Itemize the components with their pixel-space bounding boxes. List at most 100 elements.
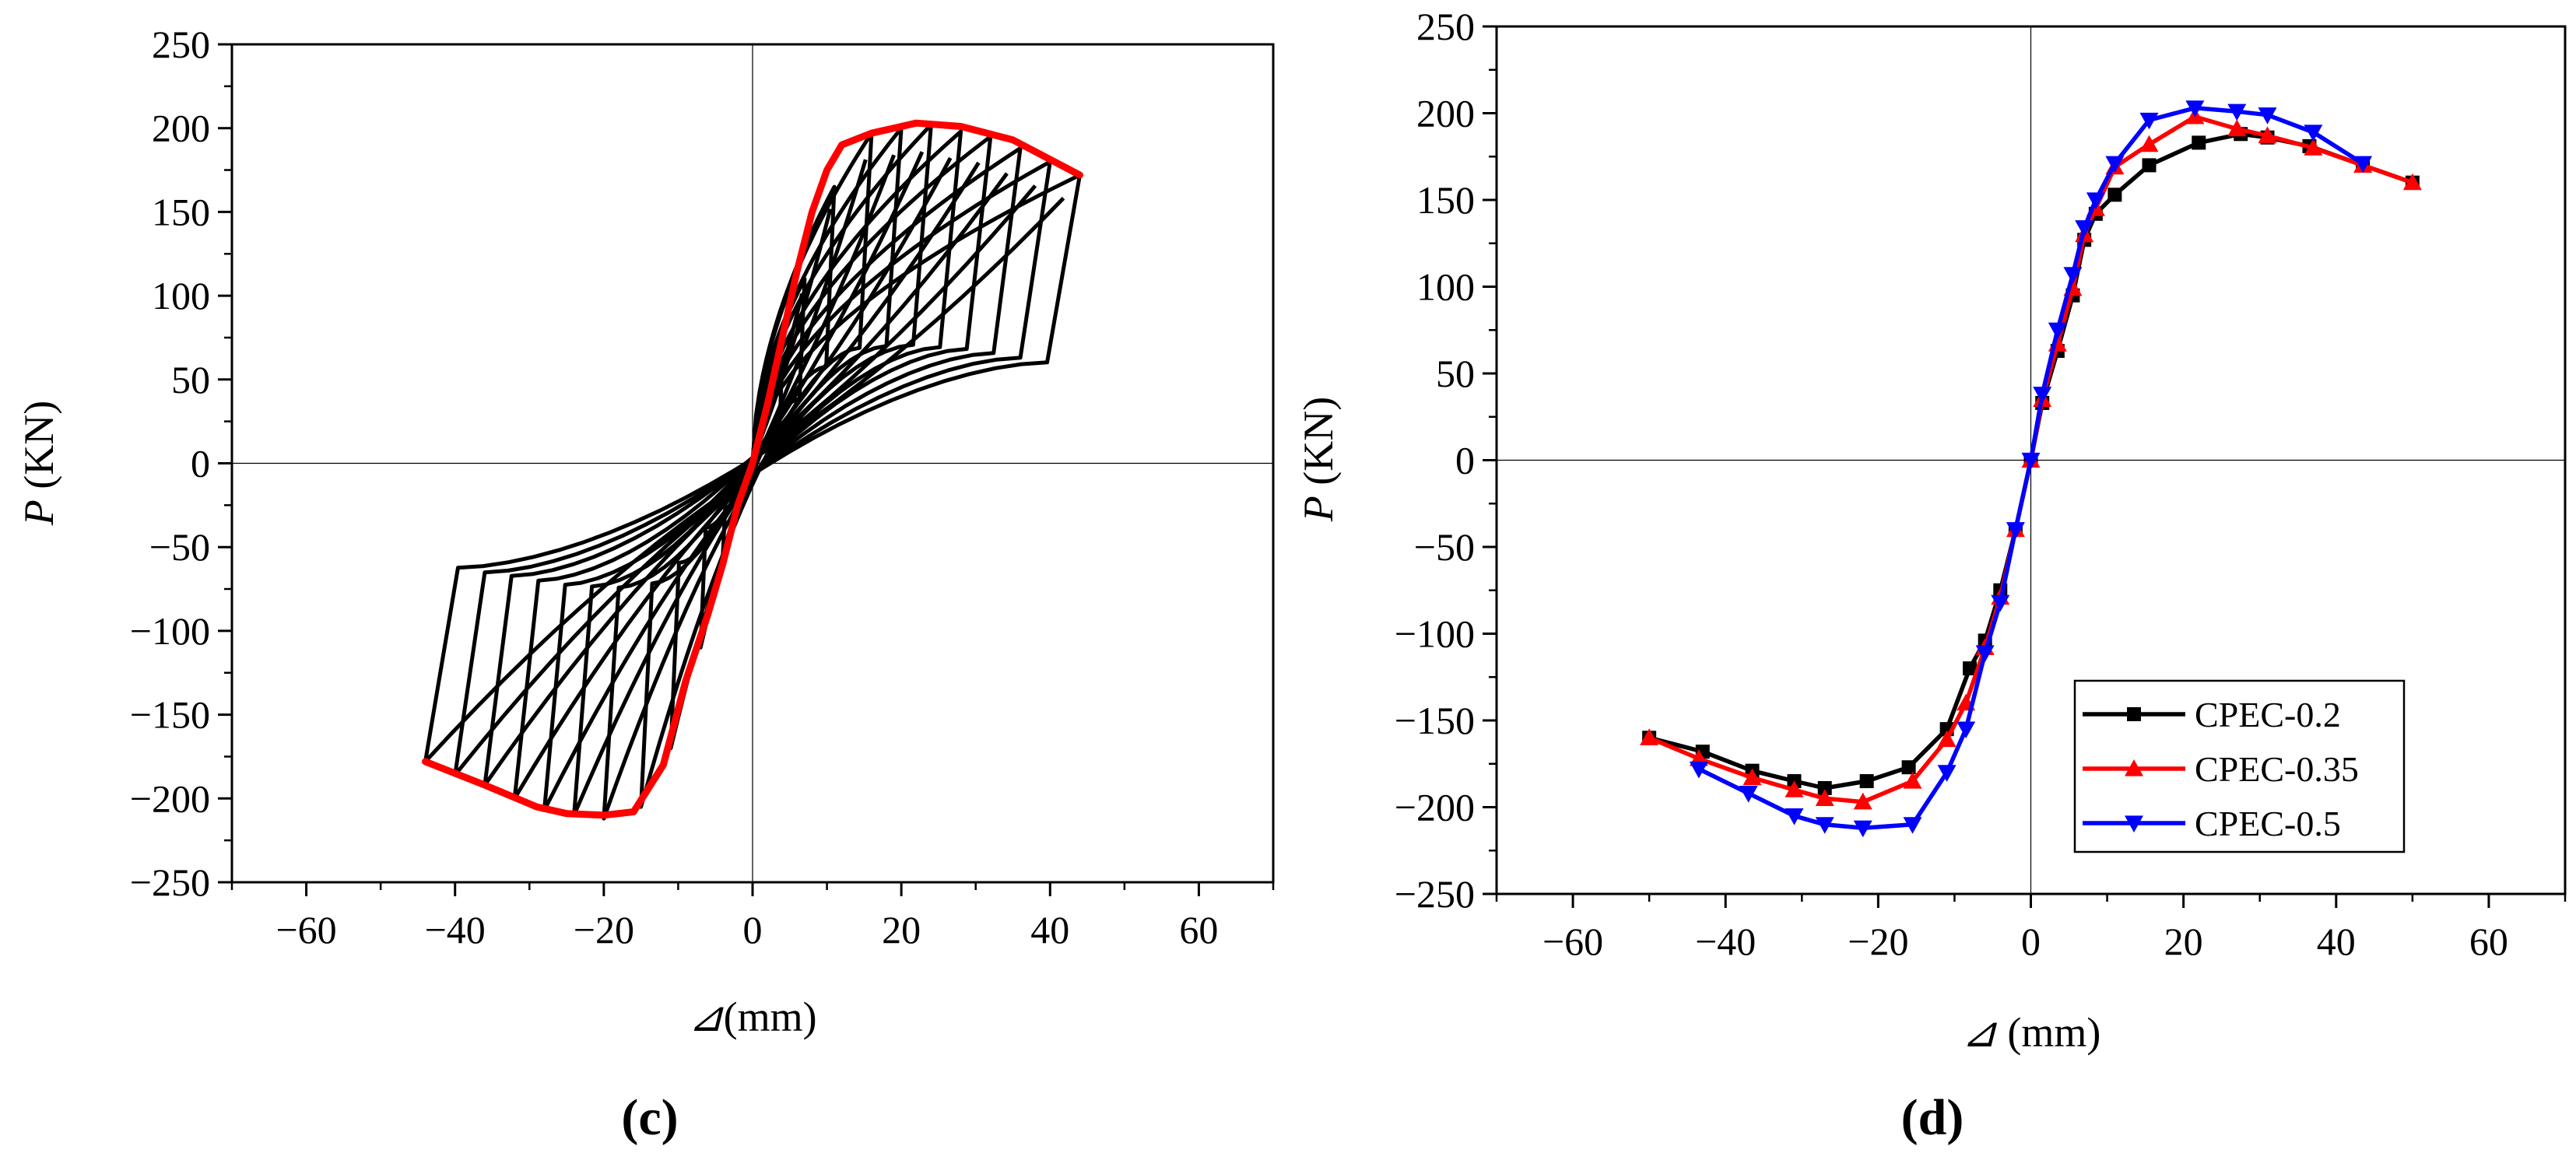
data-point [2353, 156, 2373, 173]
y-tick-label: −50 [149, 525, 210, 569]
data-point [2258, 107, 2277, 124]
x-tick-label: 0 [743, 908, 763, 951]
data-point [1853, 820, 1872, 838]
data-point [2033, 387, 2052, 404]
data-point [1815, 789, 1834, 806]
x-tick-label: 40 [1030, 908, 1069, 951]
data-point [2139, 112, 2159, 130]
data-point [1957, 721, 1976, 739]
data-point [1815, 817, 1834, 834]
data-point [2227, 103, 2247, 121]
series-cpec-0-5 [1689, 100, 2373, 838]
data-point [2006, 522, 2025, 539]
axis-ticks [1483, 25, 2567, 908]
data-point [1785, 808, 1804, 825]
legend-marker [2125, 759, 2143, 776]
y-tick-label: 100 [152, 274, 210, 317]
y-tick-label: 250 [1416, 5, 1475, 48]
data-point [1739, 786, 1758, 803]
legend-item-cpec-0-5: CPEC-0.5 [2083, 804, 2341, 843]
y-axis-title: P (KN) [1295, 397, 1342, 522]
data-point [2142, 158, 2157, 173]
y-tick-label: −100 [130, 609, 210, 653]
data-point [1853, 792, 1872, 810]
data-point [1785, 780, 1804, 797]
plot-area [422, 119, 1083, 821]
x-tick-label: −60 [1542, 920, 1603, 963]
data-point [1742, 768, 1762, 786]
data-point [1991, 594, 2010, 612]
legend-item-cpec-0-35: CPEC-0.35 [2083, 749, 2359, 789]
y-tick-label: 0 [191, 442, 210, 485]
y-tick-label: 100 [1416, 265, 1475, 309]
data-point [2304, 138, 2323, 156]
panel-label: (c) [621, 1089, 678, 1146]
x-tick-label: −40 [1695, 920, 1756, 963]
x-tick-labels: −60 −40 −20 0 20 40 60 [1542, 920, 2508, 963]
data-point [1903, 817, 1922, 834]
legend-marker [2125, 815, 2143, 832]
y-tick-labels: 250 200 150 100 50 0 −50 −100 −150 −200 −250 [1395, 5, 1475, 916]
x-tick-label: 40 [2317, 920, 2356, 963]
data-point [1975, 645, 1995, 663]
x-tick-label: 0 [2021, 920, 2041, 963]
skeleton-curve [422, 119, 1083, 819]
data-point [2107, 187, 2122, 202]
data-point [2227, 119, 2247, 137]
legend: CPEC-0.2 CPEC-0.35 CPEC-0.5 [2073, 679, 2406, 853]
data-point [1903, 772, 1922, 789]
y-tick-label: −250 [1395, 872, 1475, 916]
axis-ticks [218, 43, 1275, 896]
legend-item-cpec-0-2: CPEC-0.2 [2083, 695, 2341, 734]
data-point [2021, 452, 2041, 470]
data-point [2139, 135, 2159, 152]
data-point [2063, 267, 2083, 284]
y-tick-label: 50 [171, 358, 210, 401]
data-point [2048, 322, 2067, 340]
data-point [2185, 100, 2205, 117]
x-tick-label: −20 [1848, 920, 1908, 963]
data-point [2402, 173, 2422, 191]
series-line-cpec-0-5 [1697, 106, 2364, 831]
x-tick-label: 60 [1179, 908, 1218, 951]
y-tick-label: 150 [152, 190, 210, 233]
y-tick-label: −100 [1395, 612, 1475, 656]
y-tick-label: 50 [1436, 352, 1475, 395]
x-tick-labels: −60 −40 −20 0 20 40 60 [275, 908, 1218, 951]
chart-panel-d: −60 −40 −20 0 20 40 60 250200150100500−50−100−… [1295, 5, 2567, 1146]
data-point [2192, 135, 2206, 150]
data-point [1963, 661, 1978, 676]
y-tick-label: 200 [152, 107, 210, 150]
data-point [1937, 730, 1957, 748]
data-point [2105, 156, 2125, 173]
y-tick-label: 0 [1455, 439, 1475, 482]
plot-area [1640, 100, 2422, 838]
y-axis-title: P (KN) [16, 401, 62, 526]
chart-panel-c: −60 −40 −20 0 20 40 60 250200150100500−50−100−… [16, 23, 1275, 1146]
data-point [1817, 780, 1832, 795]
data-point [2304, 124, 2323, 142]
data-point [1689, 761, 1708, 779]
y-tick-label: 200 [1416, 92, 1475, 135]
x-tick-label: 60 [2469, 920, 2508, 963]
legend-label: CPEC-0.35 [2195, 749, 2359, 789]
x-axis-title: ⊿(mm) [688, 994, 816, 1040]
y-tick-label: −150 [1395, 699, 1475, 742]
y-tick-label: −250 [130, 860, 210, 904]
data-point [2086, 192, 2105, 209]
data-point [1937, 765, 1957, 782]
legend-label: CPEC-0.2 [2195, 695, 2341, 734]
data-point [1859, 774, 1874, 789]
y-tick-label: −200 [1395, 786, 1475, 829]
x-tick-label: 20 [2164, 920, 2203, 963]
x-tick-label: 20 [882, 908, 921, 951]
legend-marker [2127, 707, 2141, 721]
y-tick-labels: 250 200 150 100 50 0 −50 −100 −150 −200 −250 [130, 23, 210, 904]
panel-label: (d) [1901, 1089, 1964, 1146]
legend-label: CPEC-0.5 [2195, 804, 2341, 843]
data-point [2258, 126, 2277, 144]
y-tick-label: −200 [130, 776, 210, 820]
x-tick-label: −60 [275, 908, 336, 951]
data-point [1901, 760, 1916, 775]
